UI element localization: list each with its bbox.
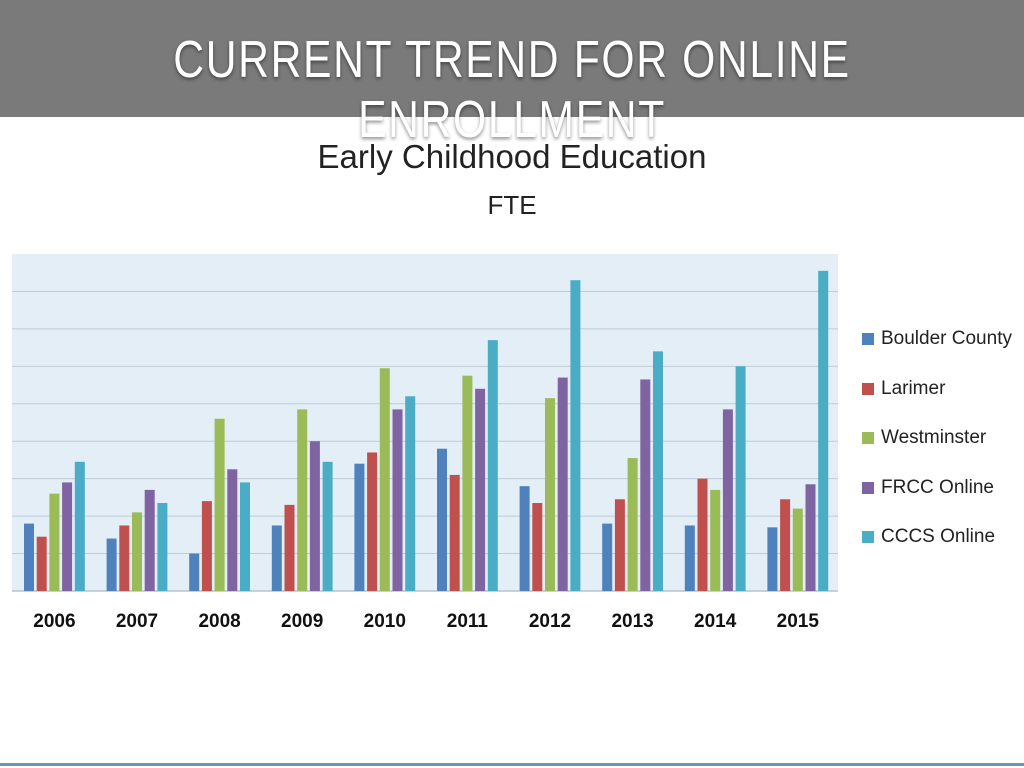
- bar-cccs-online-2015: [818, 270, 829, 591]
- bar-cccs-online-2013: [653, 351, 663, 591]
- bar-cccs-online-2011: [487, 340, 498, 591]
- bar-boulder-county-2007: [106, 538, 117, 591]
- bar-larimer-2008: [201, 501, 212, 591]
- bar-boulder-county-2012: [519, 486, 530, 591]
- legend-item: Boulder County: [862, 327, 1024, 351]
- bar-frcc-online-2013: [640, 379, 651, 591]
- chart-area: Early Childhood Education FTE 2006 2007 20…: [0, 117, 1024, 768]
- divider-line: [0, 763, 1024, 766]
- x-tick-label: 2009: [281, 611, 323, 632]
- bar-frcc-online-2010: [392, 409, 403, 591]
- legend-swatch: [862, 382, 874, 395]
- bar-cccs-online-2009: [322, 461, 333, 591]
- legend-label: Larimer: [881, 377, 946, 399]
- legend-swatch: [862, 432, 874, 444]
- legend-item: Larimer: [862, 377, 1024, 401]
- x-tick-label: 2011: [447, 611, 489, 632]
- bar-cccs-online-2007: [157, 503, 168, 591]
- bar-cccs-online-2008: [240, 482, 250, 591]
- bar-frcc-online-2007: [144, 489, 155, 591]
- bar-cccs-online-2014: [735, 366, 746, 591]
- legend-swatch: [862, 531, 874, 543]
- bar-boulder-county-2013: [602, 523, 613, 591]
- legend-label: FRCC Online: [881, 476, 994, 498]
- chart-title: Early Childhood Education: [317, 138, 707, 175]
- legend-item: CCCS Online: [862, 525, 1024, 549]
- bar-larimer-2012: [532, 503, 543, 591]
- legend-label: Boulder County: [881, 328, 1012, 349]
- legend-swatch: [862, 481, 874, 494]
- legend-item: FRCC Online: [862, 476, 1024, 500]
- bar-boulder-county-2006: [24, 523, 34, 591]
- x-tick-label: 2013: [611, 611, 653, 632]
- bar-frcc-online-2009: [309, 441, 320, 591]
- bar-frcc-online-2012: [557, 377, 568, 591]
- bar-frcc-online-2008: [227, 469, 238, 591]
- bar-larimer-2009: [284, 504, 295, 591]
- bar-cccs-online-2010: [405, 396, 416, 591]
- x-tick-label: 2012: [529, 611, 571, 632]
- bar-boulder-county-2014: [684, 525, 695, 591]
- slide-title: CURRENT TREND FOR ONLINE ENROLLMENT: [173, 31, 851, 149]
- bar-westminster-2007: [132, 512, 142, 591]
- bar-westminster-2013: [627, 458, 638, 591]
- bar-frcc-online-2011: [475, 388, 486, 591]
- bar-larimer-2013: [614, 499, 625, 591]
- bar-frcc-online-2014: [722, 409, 733, 591]
- bar-larimer-2011: [449, 474, 460, 591]
- bar-westminster-2012: [545, 398, 555, 591]
- bar-westminster-2010: [379, 368, 390, 591]
- bar-westminster-2014: [710, 489, 721, 591]
- x-tick-label: 2008: [198, 611, 240, 632]
- bar-larimer-2006: [36, 536, 47, 591]
- bar-westminster-2009: [297, 409, 308, 591]
- bar-boulder-county-2015: [767, 527, 778, 591]
- legend-item: Westminster: [862, 426, 1024, 450]
- bar-larimer-2015: [780, 499, 791, 591]
- x-tick-label: 2007: [116, 611, 158, 632]
- x-tick-label: 2014: [694, 611, 737, 632]
- bar-larimer-2007: [119, 525, 130, 591]
- title-band: CURRENT TREND FOR ONLINE ENROLLMENT: [0, 0, 1024, 149]
- legend-swatch: [862, 333, 874, 345]
- bar-westminster-2011: [462, 375, 473, 591]
- bar-cccs-online-2012: [570, 280, 581, 591]
- legend-label: CCCS Online: [881, 526, 996, 547]
- x-tick-label: 2015: [777, 611, 820, 632]
- bar-frcc-online-2006: [62, 482, 73, 591]
- x-tick-label: 2010: [364, 611, 406, 632]
- bar-chart: 2006 2007 2008 2009 2010 2011 2012 2013 2014 2015: [12, 254, 838, 632]
- bar-westminster-2008: [214, 418, 225, 591]
- bar-larimer-2014: [697, 478, 708, 591]
- bar-larimer-2010: [367, 452, 378, 591]
- bar-cccs-online-2006: [74, 461, 85, 591]
- bar-boulder-county-2011: [437, 448, 447, 591]
- bar-westminster-2015: [792, 508, 803, 591]
- chart-legend: Boulder County Larimer Westminster FRCC Onl…: [862, 327, 1024, 575]
- bar-boulder-county-2010: [354, 463, 365, 591]
- bar-boulder-county-2008: [189, 553, 200, 591]
- x-tick-label: 2006: [33, 611, 75, 632]
- bar-boulder-county-2009: [271, 525, 282, 591]
- bar-westminster-2006: [49, 493, 60, 591]
- legend-label: Westminster: [881, 427, 987, 448]
- bar-frcc-online-2015: [805, 484, 816, 591]
- chart-subtitle: FTE: [487, 190, 537, 220]
